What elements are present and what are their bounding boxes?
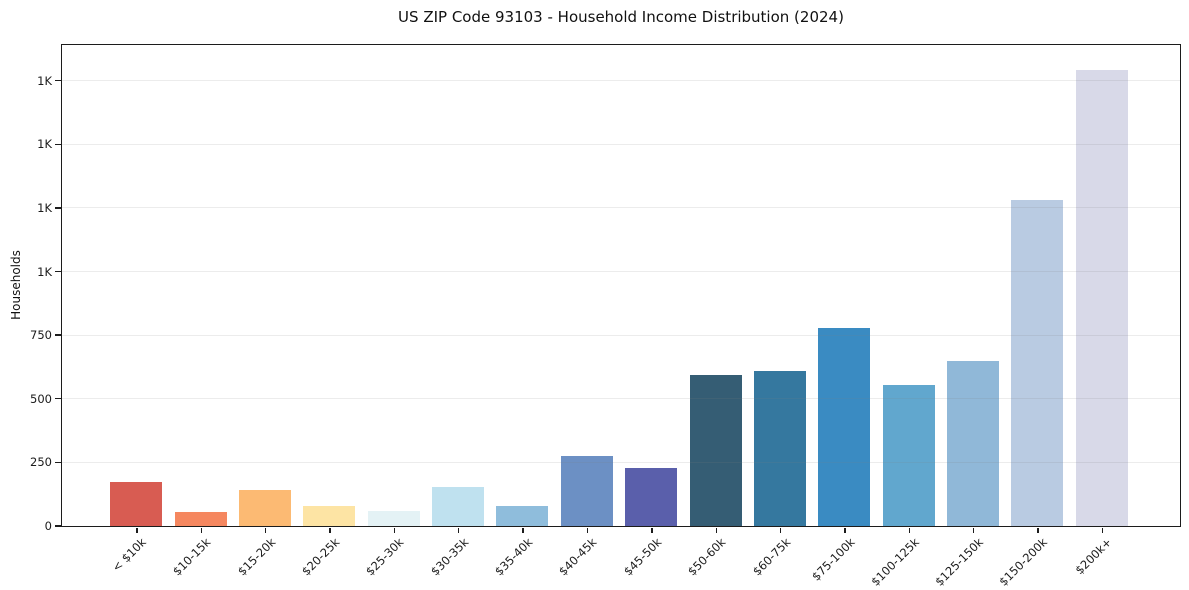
x-tick-label: $30-35k	[427, 535, 471, 579]
x-tick-mark	[200, 527, 202, 533]
bar	[110, 482, 163, 526]
x-tick-label: $45-50k	[620, 535, 665, 579]
x-tick-mark	[264, 527, 267, 533]
bar-slot: $150-200k	[997, 45, 1069, 589]
x-tick-label: $25-30k	[363, 535, 407, 579]
x-tick-label: $40-45k	[556, 535, 600, 579]
x-tick-mark	[908, 527, 911, 533]
bar-slot: $50-60k	[683, 45, 747, 578]
bar	[367, 511, 420, 526]
x-tick-mark	[393, 527, 396, 533]
bar-slot: $40-45k	[555, 45, 619, 578]
y-tick-label: 1K	[37, 200, 52, 215]
y-tick-label: 500	[30, 391, 52, 406]
y-tick-mark	[55, 398, 61, 400]
y-tick-label: 1K	[37, 137, 52, 152]
x-tick-label: $20-25k	[298, 535, 343, 579]
bar-slot: $35-40k	[490, 45, 554, 578]
x-tick-label: $125-150k	[932, 535, 986, 589]
x-tick-label: $15-20k	[234, 535, 278, 579]
x-tick-mark	[136, 527, 138, 533]
y-tick-mark	[55, 334, 61, 336]
y-tick-mark	[55, 461, 61, 464]
x-tick-label: < $10k	[109, 535, 150, 575]
bar	[625, 467, 678, 526]
x-tick-mark	[1037, 527, 1039, 533]
y-tick-label: 1K	[37, 73, 52, 88]
x-tick-mark	[973, 527, 975, 533]
bar	[496, 506, 549, 526]
bar	[303, 505, 356, 526]
plot-area: 0 250 500 750 1K 1K 1K 1K < $10k $10-15k $15-20k $…	[30, 44, 1181, 589]
bar	[238, 490, 291, 526]
bar	[753, 370, 806, 526]
bar	[947, 360, 1000, 526]
x-tick-mark	[458, 527, 460, 533]
bar	[882, 384, 935, 526]
bar-slot: $200k+	[1070, 45, 1134, 577]
x-tick-mark	[844, 527, 846, 533]
x-tick-mark	[522, 527, 524, 533]
bar-slot: < $10k	[104, 45, 168, 575]
bar	[432, 486, 485, 526]
x-tick-label: $60-75k	[749, 535, 793, 579]
bar	[560, 455, 613, 526]
y-tick-mark	[55, 79, 61, 82]
bar-slot: $75-100k	[809, 45, 876, 584]
x-tick-label: $75-100k	[808, 535, 858, 584]
bar-slot: $25-30k	[362, 45, 426, 578]
bar	[1011, 200, 1064, 526]
bar	[818, 328, 871, 526]
y-tick-label: 750	[30, 328, 52, 343]
bar-slot: $45-50k	[619, 45, 683, 578]
x-tick-label: $100-125k	[867, 535, 922, 589]
x-tick-mark	[586, 527, 589, 533]
y-tick-mark	[55, 270, 61, 273]
bar-slot: $20-25k	[297, 45, 361, 578]
bar	[1075, 69, 1128, 526]
x-tick-label: $150-200k	[996, 535, 1051, 589]
y-tick-mark	[55, 207, 61, 209]
bar-slot: $15-20k	[233, 45, 297, 578]
x-tick-label: $10-15k	[170, 535, 214, 579]
y-tick-mark	[55, 143, 61, 145]
bar-slot: $60-75k	[748, 45, 812, 578]
y-tick-mark	[55, 525, 61, 527]
x-tick-mark	[1101, 527, 1104, 533]
y-axis-label: Households	[9, 250, 23, 320]
y-tick-label: 1K	[37, 264, 52, 279]
y-tick-label: 0	[44, 519, 52, 533]
x-tick-mark	[715, 527, 717, 533]
x-tick-mark	[779, 527, 782, 533]
bar	[689, 375, 742, 526]
chart-title: US ZIP Code 93103 - Household Income Dis…	[398, 8, 844, 26]
x-tick-mark	[329, 527, 331, 533]
y-tick-label: 250	[30, 455, 52, 470]
bar-slot: $10-15k	[168, 45, 232, 578]
bar	[174, 511, 227, 526]
x-tick-label: $50-60k	[685, 535, 729, 579]
bars-row: < $10k $10-15k $15-20k $20-25k $25-30k $30-35…	[62, 45, 1180, 589]
x-tick-label: $200k+	[1072, 535, 1115, 578]
bar-slot: $30-35k	[426, 45, 490, 578]
x-tick-mark	[651, 527, 653, 533]
bar-slot: $100-125k	[868, 45, 941, 589]
bar-slot: $125-150k	[932, 45, 1005, 589]
x-tick-label: $35-40k	[491, 535, 536, 579]
